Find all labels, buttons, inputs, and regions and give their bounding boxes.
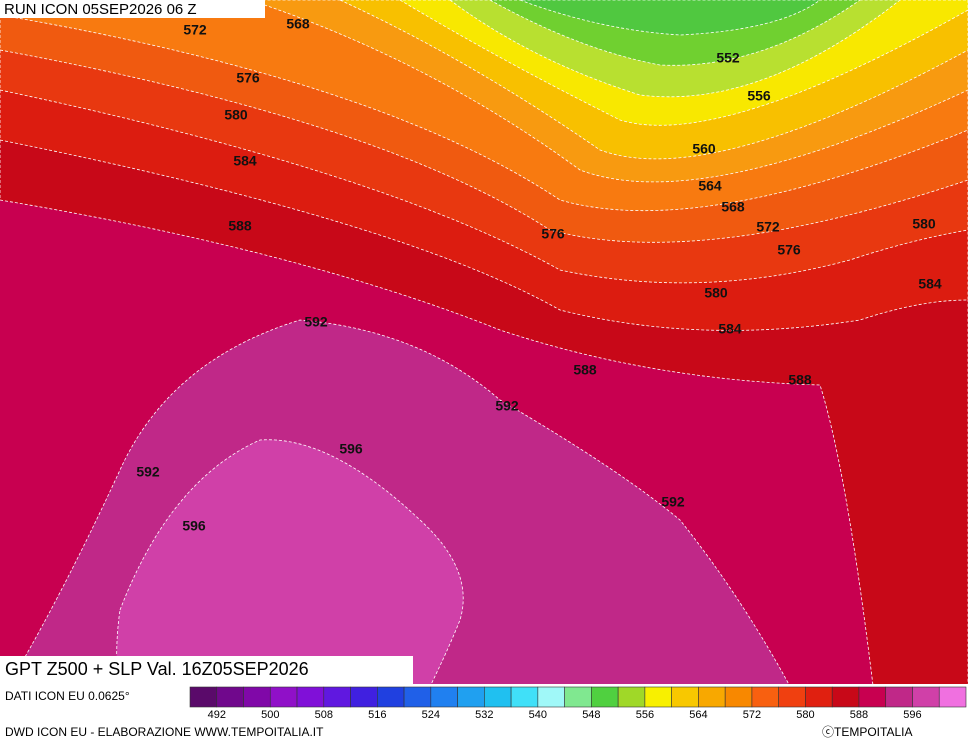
color-swatch — [243, 686, 271, 708]
color-swatch — [778, 686, 806, 708]
data-source: DATI ICON EU 0.0625° — [5, 689, 130, 703]
contour-label: 580 — [704, 285, 728, 301]
contour-label: 576 — [236, 70, 260, 86]
color-swatch — [885, 686, 913, 708]
colorbar-tick-label: 556 — [636, 709, 654, 721]
contour-label: 556 — [747, 88, 771, 104]
contour-label: 580 — [912, 216, 936, 232]
color-swatch — [323, 686, 351, 708]
color-swatch — [377, 686, 405, 708]
color-swatch — [698, 686, 726, 708]
contour-label: 592 — [136, 464, 160, 480]
color-swatch — [350, 686, 378, 708]
contour-label: 580 — [224, 107, 248, 123]
contour-label: 584 — [718, 321, 742, 337]
colorbar-tick-label: 508 — [315, 709, 333, 721]
contour-label: 584 — [918, 276, 942, 292]
contour-label: 572 — [183, 22, 207, 38]
color-swatch — [805, 686, 833, 708]
colorbar-tick-label: 596 — [903, 709, 921, 721]
colorbar-tick-label: 492 — [208, 709, 226, 721]
map-title: GPT Z500 + SLP Val. 16Z05SEP2026 — [5, 659, 309, 679]
credits: DWD ICON EU - ELABORAZIONE WWW.TEMPOITAL… — [5, 725, 324, 739]
band-544 — [519, 0, 821, 36]
contour-label: 560 — [692, 141, 716, 157]
contour-label: 592 — [661, 494, 685, 510]
color-swatch — [912, 686, 940, 708]
color-swatch — [269, 686, 298, 708]
contour-label: 572 — [756, 219, 780, 235]
color-swatch — [644, 686, 672, 708]
color-swatch — [617, 686, 646, 708]
color-swatch — [430, 686, 458, 708]
color-swatch — [403, 686, 432, 708]
contour-label: 596 — [182, 518, 206, 534]
color-swatch — [216, 686, 244, 708]
contour-label: 584 — [233, 153, 257, 169]
contour-labels: 572 568 576 580 584 588 592 596 592 596 592 592 588 5… — [136, 16, 942, 534]
contour-label: 592 — [304, 314, 328, 330]
contour-label: 576 — [541, 226, 565, 242]
color-swatch — [564, 686, 592, 708]
color-swatch — [831, 686, 860, 708]
color-swatch — [537, 686, 565, 708]
colorbar-tick-label: 524 — [422, 709, 440, 721]
color-swatch — [457, 686, 485, 708]
color-swatch — [510, 686, 539, 708]
contour-label: 552 — [716, 50, 740, 66]
color-swatch — [189, 686, 218, 708]
color-swatch — [484, 686, 512, 708]
contour-label: 588 — [573, 362, 597, 378]
colorbar-tick-label: 516 — [368, 709, 386, 721]
color-swatch — [671, 686, 699, 708]
title-box — [0, 656, 413, 684]
color-swatch — [858, 686, 887, 708]
colorbar-tick-label: 532 — [475, 709, 493, 721]
contour-label: 568 — [286, 16, 310, 32]
colorbar-tick-label: 588 — [850, 709, 868, 721]
color-swatch — [724, 686, 753, 708]
run-box — [0, 0, 265, 18]
colorbar-tick-label: 580 — [796, 709, 814, 721]
contour-label: 596 — [339, 441, 363, 457]
contour-label: 576 — [777, 242, 801, 258]
colorbar-tick-label: 564 — [689, 709, 707, 721]
color-swatch — [751, 686, 779, 708]
contour-label: 592 — [495, 398, 519, 414]
color-swatch — [296, 686, 325, 708]
run-label: RUN ICON 05SEP2026 06 Z — [4, 1, 197, 18]
colorbar: 492 500 508 516 524 532 540 548 556 564 572 580 588 5… — [189, 686, 967, 721]
contour-label: 588 — [228, 218, 252, 234]
colorbar-tick-label: 548 — [582, 709, 600, 721]
contour-label: 568 — [721, 199, 745, 215]
colorbar-tick-label: 572 — [743, 709, 761, 721]
copyright: ⓒTEMPOITALIA — [822, 725, 912, 739]
color-swatch — [938, 686, 967, 708]
colorbar-tick-label: 500 — [261, 709, 279, 721]
contour-label: 588 — [788, 372, 812, 388]
contour-label: 564 — [698, 178, 722, 194]
colorbar-tick-label: 540 — [529, 709, 547, 721]
color-swatch — [591, 686, 619, 708]
